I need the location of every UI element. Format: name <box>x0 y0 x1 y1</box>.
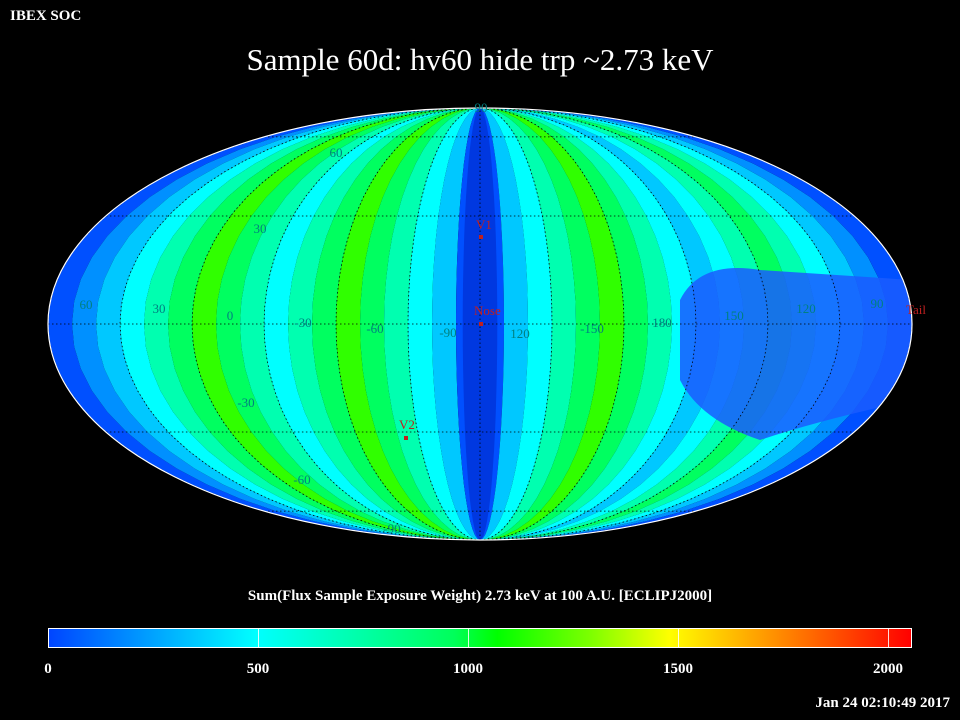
tail-region <box>680 268 912 440</box>
nose-marker <box>479 322 483 326</box>
lat-label: -60 <box>293 472 310 487</box>
v2-marker <box>404 436 408 440</box>
v1-marker <box>479 235 483 239</box>
meridian-line <box>479 108 697 540</box>
lat-label: -90 <box>383 521 400 536</box>
map-strip <box>480 108 624 540</box>
lon-label: -60 <box>366 321 383 336</box>
lon-label: -90 <box>439 325 456 340</box>
colorbar-label: 1000 <box>453 661 483 677</box>
map-strip <box>336 108 480 540</box>
lon-label: 30 <box>153 301 166 316</box>
lat-label: 30 <box>254 221 267 236</box>
timestamp: Jan 24 02:10:49 2017 <box>815 695 950 711</box>
lat-label: -30 <box>237 395 254 410</box>
colorbar-label: 1500 <box>663 661 693 677</box>
map-fill <box>48 108 912 540</box>
colorbar-tick <box>468 629 469 647</box>
v1-label: V1 <box>476 217 492 232</box>
lon-label: -150 <box>580 321 604 336</box>
lon-label: 150 <box>724 308 744 323</box>
map-outline <box>47 107 913 541</box>
colorbar <box>48 628 912 648</box>
lon-label: 0 <box>227 308 234 323</box>
soc-label: IBEX SOC <box>10 8 82 24</box>
lon-label: 90 <box>871 296 884 311</box>
v2-label: V2 <box>399 417 415 432</box>
colorbar-tick <box>258 629 259 647</box>
lat-label: 60 <box>330 145 343 160</box>
nose-label: Nose <box>474 303 501 318</box>
tail-label: Tail <box>906 302 926 317</box>
lon-label: 120 <box>510 326 530 341</box>
map-strip <box>480 108 576 540</box>
map-strip <box>384 108 480 540</box>
colorbar-tick <box>678 629 679 647</box>
lon-label: 120 <box>796 301 816 316</box>
colorbar-tick <box>888 629 889 647</box>
lon-label: 180 <box>652 315 672 330</box>
lat-label: 90 <box>475 100 488 115</box>
colorbar-label: 500 <box>246 661 270 677</box>
colorbar-label: 0 <box>44 661 52 677</box>
lon-label: 60 <box>80 297 93 312</box>
lon-label: -30 <box>294 315 311 330</box>
page-title: Sample 60d: hv60 hide trp ~2.73 keV <box>246 42 714 77</box>
colorbar-label: 2000 <box>873 661 903 677</box>
colorbar-title: Sum(Flux Sample Exposure Weight) 2.73 ke… <box>247 588 713 604</box>
